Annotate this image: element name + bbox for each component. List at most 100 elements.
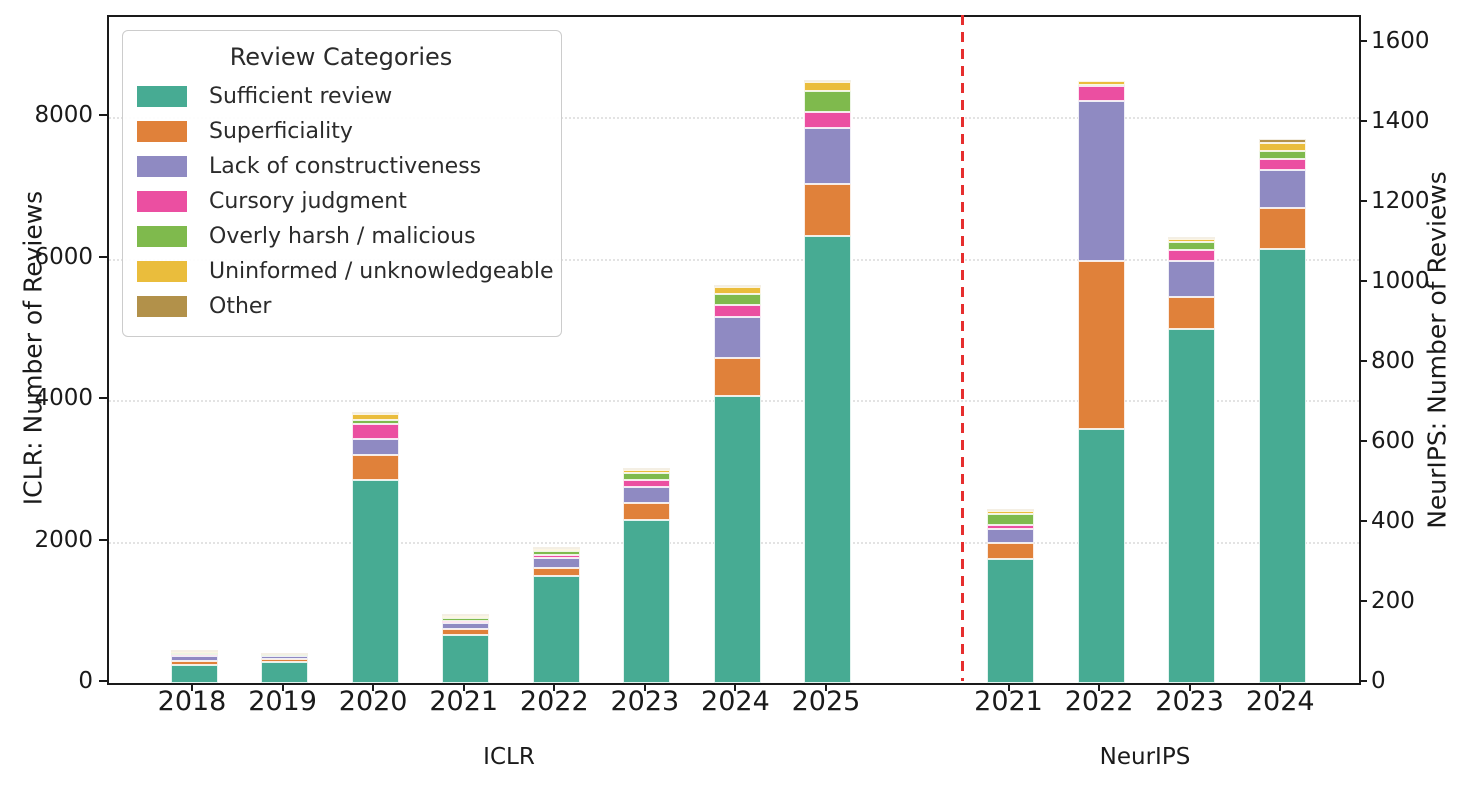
legend-swatch: [137, 191, 187, 212]
bar-segment-lack-of-constructiveness: [261, 656, 309, 660]
y-tick-label-right: 600: [1371, 428, 1415, 454]
bar-segment-superficiality: [1168, 297, 1216, 329]
legend-item: Other: [135, 289, 547, 324]
tick-mark-right: [1359, 40, 1367, 42]
bar-segment-overly-harsh-malicious: [987, 513, 1034, 525]
bar-segment-overly-harsh-malicious: [713, 293, 761, 306]
bar-segment-cursory-judgment: [532, 555, 580, 558]
bar-segment-sufficient-review: [804, 236, 852, 683]
bar: [170, 650, 218, 683]
bar-segment-other: [1168, 236, 1216, 239]
tick-mark-bottom: [462, 683, 465, 691]
bar-segment-superficiality: [261, 659, 309, 662]
bar-segment-other: [804, 80, 852, 83]
y-tick-label-right: 0: [1371, 668, 1386, 694]
bar-segment-other: [532, 547, 580, 550]
bar-segment-superficiality: [170, 661, 218, 665]
x-tick-label: 2021: [974, 686, 1043, 717]
legend-items: Sufficient review Superficiality Lack of c…: [135, 79, 554, 324]
x-tick-label: 2024: [1245, 686, 1315, 717]
bar-segment-lack-of-constructiveness: [532, 557, 580, 568]
bar-segment-overly-harsh-malicious: [804, 91, 852, 112]
legend-swatch: [137, 296, 187, 317]
bar-segment-lack-of-constructiveness: [804, 128, 852, 184]
bar: [532, 547, 580, 683]
legend-item: Cursory judgment: [135, 184, 547, 219]
bar-segment-cursory-judgment: [1168, 250, 1216, 261]
bar: [261, 652, 309, 683]
legend-item-label: Lack of constructiveness: [209, 154, 482, 179]
bar-segment-superficiality: [1077, 261, 1125, 429]
bar-segment-overly-harsh-malicious: [532, 550, 580, 556]
bar-segment-other: [442, 614, 490, 617]
bar: [1258, 139, 1306, 683]
bar-segment-superficiality: [987, 543, 1034, 559]
bar-segment-lack-of-constructiveness: [442, 622, 490, 630]
tick-mark-bottom: [191, 683, 193, 691]
y-tick-label-right: 400: [1371, 508, 1415, 534]
y-tick-label-right: 200: [1371, 588, 1415, 614]
bar-segment-lack-of-constructiveness: [1077, 101, 1125, 261]
y-tick-label-right: 800: [1371, 348, 1415, 374]
legend-swatch: [137, 156, 187, 177]
bar-segment-lack-of-constructiveness: [987, 529, 1034, 543]
x-tick-label: 2024: [701, 686, 770, 717]
bar-segment-sufficient-review: [1258, 249, 1306, 683]
gridline: [109, 117, 1359, 120]
bar-segment-sufficient-review: [987, 559, 1034, 683]
bar-segment-uninformed-unknowledgeable: [532, 548, 580, 551]
group-label-iclr: ICLR: [483, 744, 535, 770]
legend-item-label: Cursory judgment: [209, 189, 407, 214]
tick-mark-left: [99, 397, 107, 400]
bar-segment-overly-harsh-malicious: [442, 617, 490, 621]
x-tick-label: 2023: [1155, 686, 1224, 717]
bar-segment-lack-of-constructiveness: [623, 486, 671, 504]
tick-mark-bottom: [734, 683, 737, 691]
legend-item-label: Sufficient review: [209, 84, 393, 109]
tick-mark-bottom: [824, 683, 827, 691]
bar-segment-overly-harsh-malicious: [351, 419, 399, 424]
bar-segment-superficiality: [713, 357, 761, 396]
y-tick-label-right: 1200: [1371, 188, 1430, 214]
legend-item-label: Uninformed / unknowledgeable: [209, 259, 554, 284]
bar-segment-sufficient-review: [623, 520, 671, 683]
bar-segment-overly-harsh-malicious: [170, 652, 218, 655]
bar-segment-sufficient-review: [442, 634, 490, 683]
bar-segment-superficiality: [1258, 207, 1306, 249]
y-tick-label-right: 1600: [1371, 28, 1430, 54]
tick-mark-right: [1359, 600, 1367, 602]
tick-mark-bottom: [1098, 683, 1101, 691]
bar-segment-other: [170, 650, 218, 653]
tick-mark-bottom: [1279, 683, 1282, 691]
bar-segment-lack-of-constructiveness: [713, 317, 761, 358]
legend-title: Review Categories: [229, 43, 453, 71]
legend-swatch: [137, 261, 187, 282]
y-tick-label-left: 8000: [34, 102, 93, 129]
bar: [351, 411, 399, 683]
y-tick-label-left: 2000: [34, 526, 93, 553]
tick-mark-left: [99, 255, 107, 258]
bar-segment-cursory-judgment: [442, 620, 490, 623]
tick-mark-right: [1359, 680, 1367, 682]
bar-segment-uninformed-unknowledgeable: [713, 287, 761, 294]
bar-segment-lack-of-constructiveness: [1258, 169, 1306, 208]
x-tick-label: 2020: [338, 686, 408, 717]
y-tick-label-right: 1400: [1371, 108, 1430, 134]
group-label-neurips: NeurIPS: [1099, 744, 1191, 770]
tick-mark-right: [1359, 360, 1367, 362]
tick-mark-right: [1359, 280, 1367, 282]
x-tick-label: 2025: [791, 686, 861, 717]
bar-segment-overly-harsh-malicious: [623, 473, 671, 480]
bar-segment-uninformed-unknowledgeable: [623, 470, 671, 474]
tick-mark-bottom: [281, 683, 284, 691]
tick-mark-right: [1359, 520, 1367, 522]
bar-segment-cursory-judgment: [1258, 159, 1306, 170]
legend-item-label: Superficiality: [209, 119, 353, 144]
bar: [623, 468, 671, 683]
x-tick-label: 2018: [157, 686, 227, 717]
legend-item: Uninformed / unknowledgeable: [135, 254, 554, 289]
bar-segment-sufficient-review: [351, 480, 399, 683]
bar: [1077, 81, 1125, 683]
tick-mark-left: [99, 114, 107, 117]
bar-segment-uninformed-unknowledgeable: [804, 82, 852, 92]
